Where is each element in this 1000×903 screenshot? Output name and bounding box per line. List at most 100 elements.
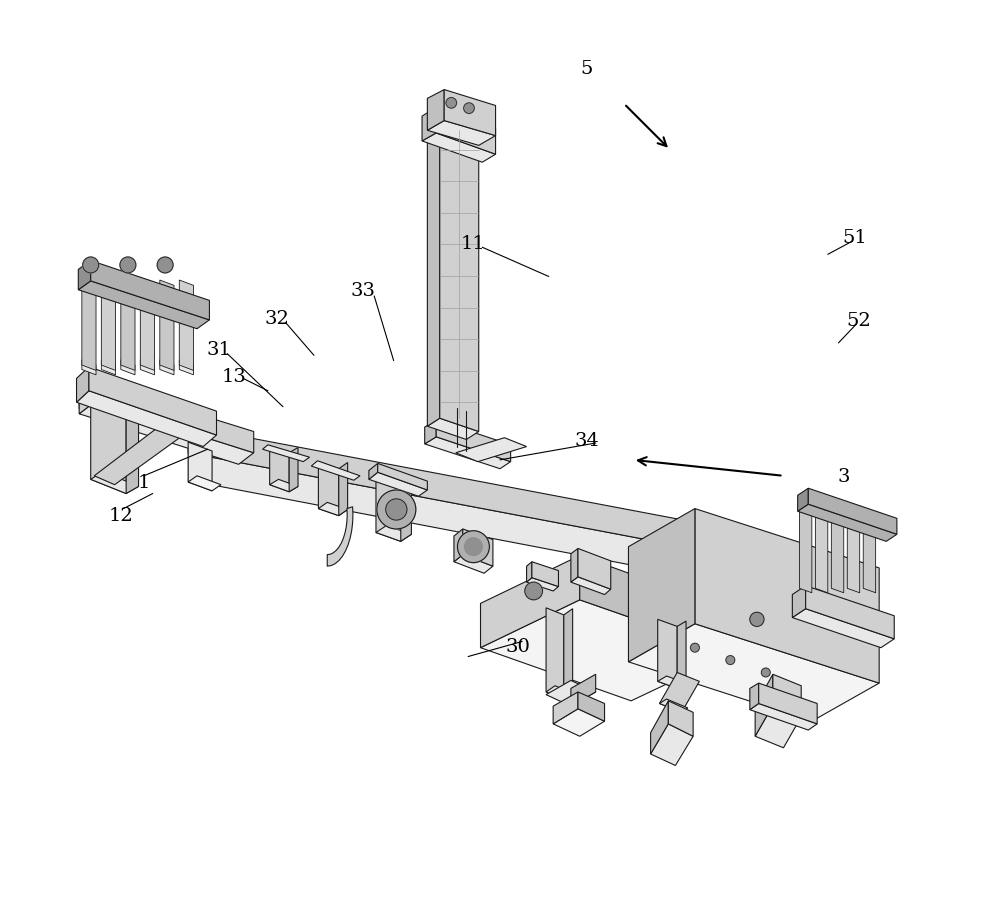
- Polygon shape: [339, 463, 348, 517]
- Polygon shape: [553, 709, 605, 737]
- Polygon shape: [101, 281, 116, 371]
- Polygon shape: [94, 412, 201, 485]
- Polygon shape: [79, 400, 234, 459]
- Polygon shape: [425, 421, 436, 444]
- Polygon shape: [401, 478, 411, 542]
- Polygon shape: [91, 472, 139, 494]
- Polygon shape: [755, 675, 773, 737]
- Polygon shape: [532, 562, 558, 587]
- Polygon shape: [427, 121, 496, 146]
- Polygon shape: [270, 446, 289, 492]
- Circle shape: [690, 644, 699, 652]
- Polygon shape: [436, 421, 511, 462]
- Circle shape: [761, 668, 770, 677]
- Circle shape: [377, 490, 416, 529]
- Polygon shape: [188, 427, 197, 482]
- Polygon shape: [289, 448, 298, 492]
- Polygon shape: [847, 509, 860, 593]
- Polygon shape: [188, 427, 730, 556]
- Polygon shape: [815, 509, 828, 593]
- Polygon shape: [546, 681, 596, 706]
- Polygon shape: [436, 108, 496, 155]
- Text: 33: 33: [350, 282, 375, 300]
- Polygon shape: [564, 609, 573, 699]
- Polygon shape: [376, 476, 401, 542]
- Circle shape: [120, 257, 136, 274]
- Polygon shape: [91, 261, 209, 321]
- Circle shape: [83, 257, 99, 274]
- Polygon shape: [571, 549, 578, 582]
- Circle shape: [457, 531, 489, 563]
- Polygon shape: [658, 619, 677, 689]
- Polygon shape: [628, 624, 879, 721]
- Polygon shape: [311, 461, 360, 480]
- Text: 12: 12: [108, 507, 133, 525]
- Polygon shape: [454, 555, 493, 573]
- Text: 52: 52: [846, 312, 871, 330]
- Polygon shape: [463, 529, 493, 566]
- Text: 30: 30: [505, 638, 530, 656]
- Polygon shape: [79, 403, 254, 465]
- Polygon shape: [77, 368, 89, 403]
- Polygon shape: [553, 693, 578, 724]
- Polygon shape: [78, 261, 91, 291]
- Polygon shape: [140, 281, 154, 371]
- Polygon shape: [369, 464, 378, 479]
- Polygon shape: [77, 391, 217, 447]
- Polygon shape: [369, 473, 427, 497]
- Polygon shape: [82, 281, 96, 371]
- Circle shape: [465, 538, 482, 556]
- Circle shape: [157, 257, 173, 274]
- Polygon shape: [628, 509, 695, 662]
- Polygon shape: [695, 509, 879, 684]
- Circle shape: [446, 98, 457, 109]
- Polygon shape: [94, 383, 254, 453]
- Polygon shape: [89, 368, 217, 435]
- Circle shape: [464, 104, 474, 115]
- Polygon shape: [546, 686, 573, 699]
- Polygon shape: [792, 609, 894, 648]
- Polygon shape: [78, 282, 209, 330]
- Polygon shape: [578, 549, 611, 590]
- Polygon shape: [658, 676, 686, 689]
- Polygon shape: [427, 419, 479, 440]
- Polygon shape: [427, 131, 440, 427]
- Polygon shape: [126, 394, 139, 494]
- Polygon shape: [318, 462, 339, 517]
- Polygon shape: [750, 703, 817, 731]
- Polygon shape: [440, 131, 479, 432]
- Text: 34: 34: [574, 432, 599, 450]
- Text: 11: 11: [461, 235, 486, 253]
- Polygon shape: [422, 134, 496, 163]
- Polygon shape: [799, 509, 812, 593]
- Polygon shape: [571, 675, 596, 706]
- Polygon shape: [527, 578, 558, 591]
- Polygon shape: [798, 489, 808, 512]
- Circle shape: [386, 499, 407, 520]
- Text: 1: 1: [138, 473, 150, 491]
- Polygon shape: [327, 507, 353, 566]
- Polygon shape: [160, 281, 174, 371]
- Polygon shape: [444, 90, 496, 136]
- Polygon shape: [863, 509, 876, 593]
- Polygon shape: [546, 608, 564, 699]
- Polygon shape: [270, 479, 298, 492]
- Polygon shape: [263, 445, 310, 462]
- Polygon shape: [188, 442, 212, 491]
- Text: 3: 3: [837, 467, 850, 485]
- Polygon shape: [651, 724, 693, 766]
- Polygon shape: [527, 562, 532, 582]
- Polygon shape: [425, 437, 511, 470]
- Polygon shape: [798, 505, 897, 542]
- Polygon shape: [188, 453, 739, 586]
- Text: 31: 31: [207, 340, 232, 358]
- Polygon shape: [121, 360, 135, 376]
- Polygon shape: [773, 675, 801, 717]
- Polygon shape: [578, 693, 605, 721]
- Polygon shape: [121, 281, 135, 371]
- Polygon shape: [376, 526, 411, 542]
- Text: 5: 5: [581, 61, 593, 79]
- Text: 13: 13: [222, 368, 247, 386]
- Polygon shape: [140, 360, 154, 376]
- Polygon shape: [659, 699, 688, 712]
